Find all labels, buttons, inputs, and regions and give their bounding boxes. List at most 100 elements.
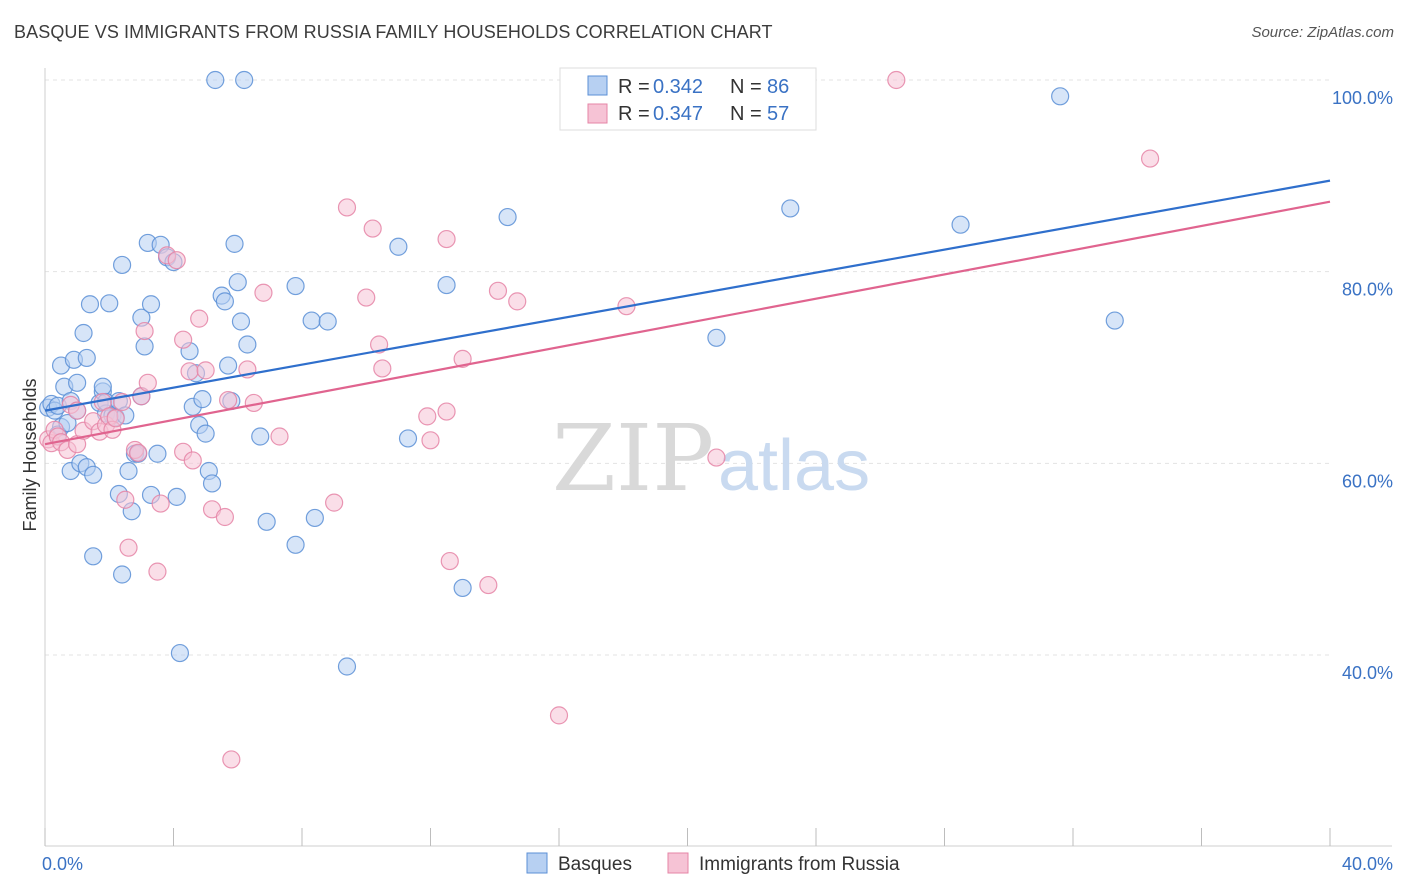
russia-point-21 (129, 443, 148, 462)
basques-point-26 (100, 294, 119, 313)
basques-point-73 (305, 508, 324, 528)
russia-point-25 (148, 562, 167, 581)
russia-point-44 (337, 198, 357, 217)
russia-point-53 (440, 551, 459, 571)
russia-point-47 (370, 335, 389, 354)
basques-point-61 (219, 356, 238, 375)
legend-r-value-1: 0.342 (653, 76, 703, 98)
russia-point-34 (196, 361, 215, 380)
russia-point-54 (453, 349, 472, 368)
axes (44, 68, 1392, 847)
basques-point-70 (286, 276, 305, 296)
russia-point-58 (549, 706, 569, 725)
russia-point-28 (167, 251, 186, 270)
basques-point-77 (398, 429, 418, 448)
basques-point-23 (93, 377, 112, 396)
source-label: Source: ZipAtlas.com (1251, 24, 1394, 41)
russia-point-60 (707, 448, 726, 467)
basques-point-40 (135, 337, 154, 356)
basques-point-78 (437, 275, 456, 295)
basques-point-19 (84, 547, 103, 566)
basques-point-80 (498, 207, 517, 227)
basques-point-64 (228, 273, 247, 292)
x-tick-label-1: 40.0% (1342, 854, 1393, 874)
russia-point-62 (1140, 149, 1160, 168)
basques-point-58 (206, 70, 225, 90)
data-points (39, 70, 1160, 769)
basques-point-82 (781, 199, 800, 218)
basques-point-13 (68, 373, 87, 392)
basques-point-83 (951, 215, 970, 234)
basques-point-75 (337, 657, 357, 676)
basques-point-84 (1051, 87, 1070, 106)
basques-point-67 (238, 335, 257, 354)
basques-trend-line (44, 179, 1331, 412)
basques-point-72 (302, 311, 321, 330)
russia-point-49 (418, 407, 437, 426)
basques-point-55 (196, 424, 215, 443)
basques-point-81 (707, 328, 726, 347)
tick-labels: 40.0% 60.0% 80.0% 100.0% 0.0% 40.0% (42, 88, 1393, 874)
basques-point-66 (235, 70, 254, 90)
legend-n-value-2: 57 (767, 103, 789, 125)
legend-r-value-2: 0.347 (653, 103, 703, 125)
russia-point-23 (135, 321, 154, 341)
basques-point-15 (74, 323, 93, 343)
basques-point-49 (170, 643, 190, 663)
russia-trend-line (44, 200, 1331, 446)
basques-point-32 (112, 565, 132, 584)
legend-n-label-1: N = (730, 76, 762, 98)
legend-swatch-basques (587, 75, 608, 96)
chart-title: BASQUE VS IMMIGRANTS FROM RUSSIA FAMILY … (14, 22, 773, 42)
russia-point-46 (363, 219, 382, 238)
y-axis-label: Family Households (20, 378, 40, 531)
basques-point-85 (1105, 311, 1124, 330)
russia-point-51 (437, 402, 456, 421)
russia-point-48 (373, 359, 392, 378)
basques-point-20 (84, 465, 103, 484)
basques-point-69 (257, 512, 276, 531)
legend-n-value-1: 86 (767, 76, 789, 98)
basques-point-60 (215, 292, 234, 311)
y-tick-label-0: 40.0% (1342, 663, 1393, 683)
basques-point-44 (148, 444, 167, 463)
top-legend: R = 0.342 N = 86 R = 0.347 N = 57 (559, 67, 817, 131)
basques-point-65 (231, 312, 251, 331)
russia-point-55 (479, 575, 498, 595)
russia-point-32 (183, 451, 202, 470)
russia-point-57 (508, 292, 527, 311)
grid-lines (45, 79, 1330, 656)
russia-point-61 (887, 70, 906, 90)
x-tick-label-0: 0.0% (42, 854, 83, 874)
watermark: ZIP atlas (552, 405, 870, 512)
russia-point-45 (357, 288, 376, 307)
basques-point-74 (318, 312, 337, 331)
y-tick-label-3: 100.0% (1332, 88, 1393, 108)
russia-point-24 (138, 373, 157, 392)
legend-swatch-russia (587, 103, 608, 124)
legend-r-label-1: R = (618, 76, 650, 98)
russia-point-56 (488, 281, 508, 300)
basques-point-68 (251, 427, 270, 446)
basques-point-57 (202, 474, 222, 493)
y-tick-label-1: 60.0% (1342, 471, 1393, 491)
bottom-legend-swatch-basques (526, 852, 548, 874)
basques-point-71 (286, 535, 305, 554)
russia-point-31 (180, 362, 199, 381)
basques-point-43 (141, 295, 161, 314)
watermark-atlas: atlas (718, 426, 870, 506)
basques-point-31 (112, 255, 132, 275)
russia-point-41 (254, 283, 273, 302)
russia-point-19 (119, 538, 138, 557)
russia-point-18 (116, 490, 135, 509)
legend-n-label-2: N = (730, 103, 762, 125)
bottom-legend-basques: Basques (558, 854, 632, 875)
basques-point-48 (167, 487, 186, 506)
trend-lines (44, 179, 1331, 446)
russia-point-43 (325, 493, 344, 512)
russia-point-33 (190, 309, 209, 328)
bottom-legend: Basques Immigrants from Russia (526, 852, 900, 875)
legend-r-label-2: R = (618, 103, 650, 125)
watermark-zip: ZIP (552, 405, 714, 512)
